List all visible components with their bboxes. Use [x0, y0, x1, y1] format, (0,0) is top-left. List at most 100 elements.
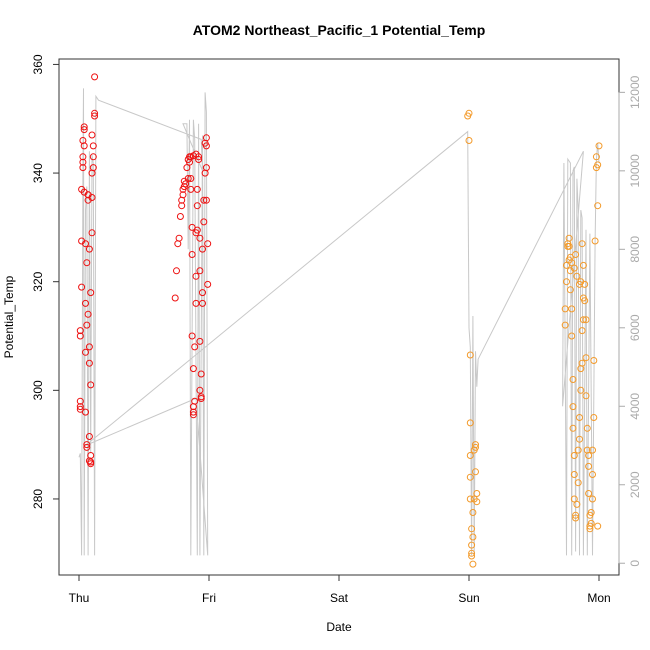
red-point — [76, 327, 84, 335]
orange-point — [563, 278, 570, 286]
orange-point — [573, 272, 581, 280]
orange-point — [570, 471, 578, 478]
y2-tick-label: 8000 — [628, 236, 642, 263]
x-tick-label: Thu — [69, 591, 90, 605]
red-point — [196, 234, 204, 242]
orange-point — [578, 327, 586, 335]
red-point — [197, 370, 205, 378]
orange-point — [466, 351, 474, 359]
x-tick-label: Sat — [330, 591, 349, 605]
red-point — [202, 142, 210, 150]
orange-point — [585, 462, 593, 470]
y-axis-label: Potential_Temp — [2, 275, 16, 358]
red-point — [193, 185, 201, 193]
orange-point — [570, 495, 578, 503]
orange-point — [466, 495, 474, 503]
red-point — [204, 280, 212, 288]
red-point — [202, 164, 210, 172]
y-tick-label: 340 — [31, 163, 45, 183]
orange-point — [469, 560, 477, 568]
red-point — [83, 259, 91, 267]
orange-point — [472, 441, 479, 449]
y2-tick-label: 12000 — [628, 75, 642, 109]
orange-point — [595, 142, 603, 150]
x-tick-label: Fri — [202, 591, 216, 605]
y2-tick-label: 6000 — [628, 314, 642, 341]
y2-tick-label: 4000 — [628, 393, 642, 420]
y-axis-left: 280 300 320 340 360 — [31, 54, 60, 509]
y-tick-label: 320 — [31, 271, 45, 291]
orange-point — [569, 424, 577, 432]
red-point — [175, 234, 183, 242]
red-point — [89, 164, 97, 172]
y-tick-label: 300 — [31, 380, 45, 400]
orange-point — [473, 498, 481, 506]
orange-point — [565, 234, 573, 242]
orange-point — [466, 452, 474, 459]
red-point — [89, 153, 97, 161]
orange-point — [577, 278, 585, 286]
depth-line-layer — [78, 88, 600, 556]
orange-point — [582, 354, 590, 362]
red-point — [76, 332, 84, 340]
orange-point — [578, 240, 586, 248]
orange-point — [466, 419, 474, 427]
red-point — [82, 299, 89, 307]
x-axis: Thu Fri Sat Sun Mon — [69, 574, 611, 605]
red-point — [189, 411, 197, 419]
red-point — [188, 251, 196, 258]
orange-point — [465, 109, 473, 117]
red-point — [202, 196, 210, 204]
orange-point — [582, 392, 590, 400]
orange-point — [473, 490, 481, 497]
orange-point — [468, 549, 476, 557]
orange-point — [570, 452, 578, 459]
red-point — [179, 191, 187, 199]
plot-frame — [58, 58, 620, 576]
y2-tick-label: 10000 — [628, 154, 642, 188]
red-point — [183, 164, 191, 172]
orange-point — [576, 414, 583, 421]
orange-point — [583, 424, 591, 432]
orange-point — [579, 261, 587, 269]
red-point — [79, 153, 87, 161]
red-point — [192, 150, 200, 158]
red-point — [199, 245, 206, 253]
red-point — [89, 142, 97, 150]
red-point — [199, 289, 206, 297]
orange-point — [590, 357, 598, 364]
orange-point — [594, 522, 602, 530]
orange-point — [465, 137, 473, 144]
red-point — [204, 240, 212, 248]
orange-point — [472, 468, 479, 476]
orange-point — [589, 446, 596, 454]
red-point — [80, 126, 88, 134]
red-point — [85, 433, 93, 440]
red-point — [87, 381, 95, 389]
orange-point — [594, 202, 602, 210]
orange-point — [568, 305, 576, 313]
y-tick-label: 360 — [31, 54, 45, 74]
red-point — [76, 403, 84, 411]
red-point — [91, 109, 99, 117]
orange-point — [570, 264, 578, 272]
orange-point — [577, 386, 585, 394]
orange-point — [582, 316, 590, 324]
depth-line — [78, 88, 600, 556]
red-point — [189, 365, 197, 373]
red-point — [82, 240, 89, 248]
red-point — [76, 397, 84, 405]
orange-point — [572, 514, 580, 522]
orange-point — [468, 525, 476, 533]
orange-point — [466, 473, 474, 481]
chart-title: ATOM2 Northeast_Pacific_1 Potential_Temp — [193, 22, 486, 38]
orange-point — [589, 495, 596, 503]
red-point — [87, 458, 95, 466]
red-point — [79, 158, 87, 166]
red-point — [202, 134, 210, 142]
y-axis-right: 0 2000 4000 6000 8000 10000 12000 — [618, 75, 642, 567]
red-point — [84, 310, 92, 318]
red-point — [200, 196, 208, 204]
red-point — [91, 73, 99, 81]
orange-point — [574, 446, 582, 454]
